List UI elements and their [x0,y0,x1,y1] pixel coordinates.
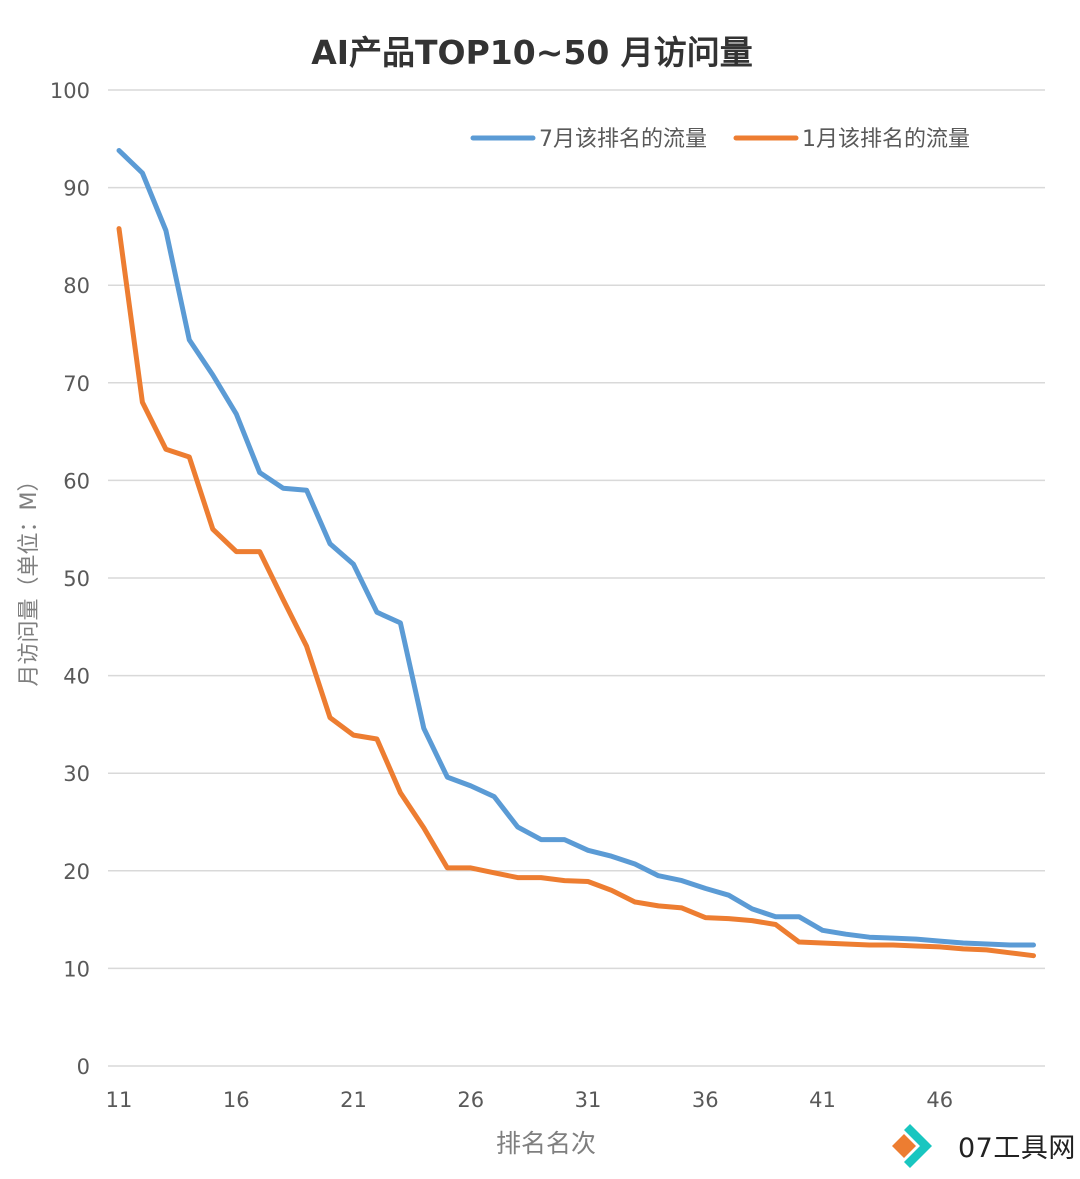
x-tick-16: 16 [223,1088,250,1112]
series-lines [116,148,1036,959]
y-axis-label: 月访问量（单位：M） [17,470,42,687]
x-tick-labels: 11 16 21 26 31 36 41 46 [106,1088,953,1112]
y-tick-10: 10 [63,957,90,981]
y-tick-90: 90 [63,177,90,201]
x-tick-31: 31 [575,1088,602,1112]
x-tick-26: 26 [457,1088,484,1112]
x-tick-46: 46 [926,1088,953,1112]
watermark: 07工具网 [880,1112,1080,1179]
x-tick-36: 36 [692,1088,719,1112]
watermark-text: 07工具网 [958,1133,1076,1164]
y-tick-50: 50 [63,567,90,591]
y-tick-20: 20 [63,860,90,884]
series-line-1 [116,148,1036,948]
legend-label-1: 7月该排名的流量 [539,127,707,152]
y-tick-40: 40 [63,665,90,689]
y-tick-30: 30 [63,762,90,786]
x-tick-41: 41 [809,1088,836,1112]
x-tick-21: 21 [340,1088,367,1112]
y-tick-60: 60 [63,469,90,493]
legend: 7月该排名的流量 1月该排名的流量 [470,127,970,152]
y-tick-100: 100 [50,79,90,103]
y-tick-labels: 0 10 20 30 40 50 60 70 80 90 100 [50,79,90,1079]
chart-title: AI产品TOP10~50 月访问量 [311,33,753,72]
series-line-2 [116,226,1036,959]
x-axis-label: 排名名次 [496,1129,596,1158]
y-tick-0: 0 [77,1055,90,1079]
diamond-logo-icon [892,1123,932,1168]
y-tick-70: 70 [63,372,90,396]
y-tick-80: 80 [63,274,90,298]
legend-label-2: 1月该排名的流量 [802,127,970,152]
grid-lines [108,89,1045,1067]
x-tick-11: 11 [106,1088,133,1112]
